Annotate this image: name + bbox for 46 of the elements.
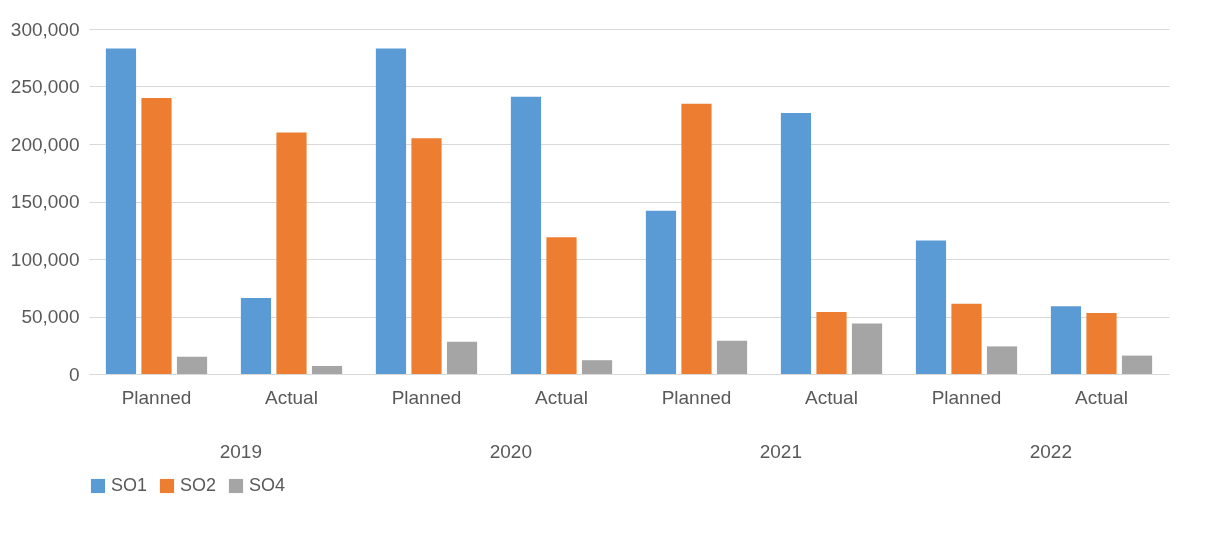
- bar: [411, 138, 442, 374]
- bar: [1121, 355, 1153, 374]
- y-tick-label: 250,000: [10, 76, 80, 97]
- bar: [375, 48, 407, 374]
- bar: [510, 96, 542, 374]
- legend-label: SO1: [111, 475, 148, 495]
- x-tick-label: Actual: [805, 386, 858, 408]
- x-tick-label: Planned: [121, 386, 192, 408]
- legend-label: SO4: [249, 475, 286, 495]
- bar: [276, 132, 307, 374]
- y-tick-label: 300,000: [10, 18, 80, 40]
- y-tick-label: 50,000: [21, 306, 80, 327]
- text: 2019: [219, 441, 263, 462]
- bar: [951, 303, 982, 374]
- x-tick-label: Actual: [1075, 386, 1128, 408]
- y-tick-label: 150,000: [10, 191, 80, 212]
- bar: [141, 98, 172, 374]
- text: 2021: [759, 441, 803, 462]
- y-tick-label: 100,000: [10, 248, 80, 270]
- bar: [105, 48, 137, 374]
- x-tick-label: Actual: [265, 386, 318, 408]
- bar: [446, 341, 478, 374]
- x-tick-label: Actual: [535, 386, 588, 408]
- bar: [681, 103, 712, 374]
- text: 2020: [489, 441, 533, 462]
- bar: [851, 323, 883, 374]
- x-tick-label: Planned: [391, 386, 462, 408]
- bar: [176, 356, 208, 374]
- bar: [546, 237, 577, 374]
- bar: [645, 210, 677, 374]
- bar: [986, 346, 1018, 374]
- x-tick-label: Planned: [931, 386, 1002, 408]
- bar: [1050, 306, 1082, 374]
- bar: [581, 360, 613, 374]
- bar: [240, 298, 272, 374]
- bar: [780, 112, 812, 374]
- text: 2022: [1029, 441, 1073, 462]
- x-tick-label: Planned: [661, 386, 732, 408]
- bar: [311, 365, 343, 374]
- bar: [716, 340, 748, 374]
- bar: [816, 311, 847, 374]
- bar: [915, 240, 947, 374]
- y-tick-label: 200,000: [10, 133, 80, 155]
- bar: [1086, 313, 1117, 374]
- legend-label: SO2: [180, 475, 217, 495]
- y-tick-label: 0: [68, 363, 80, 385]
